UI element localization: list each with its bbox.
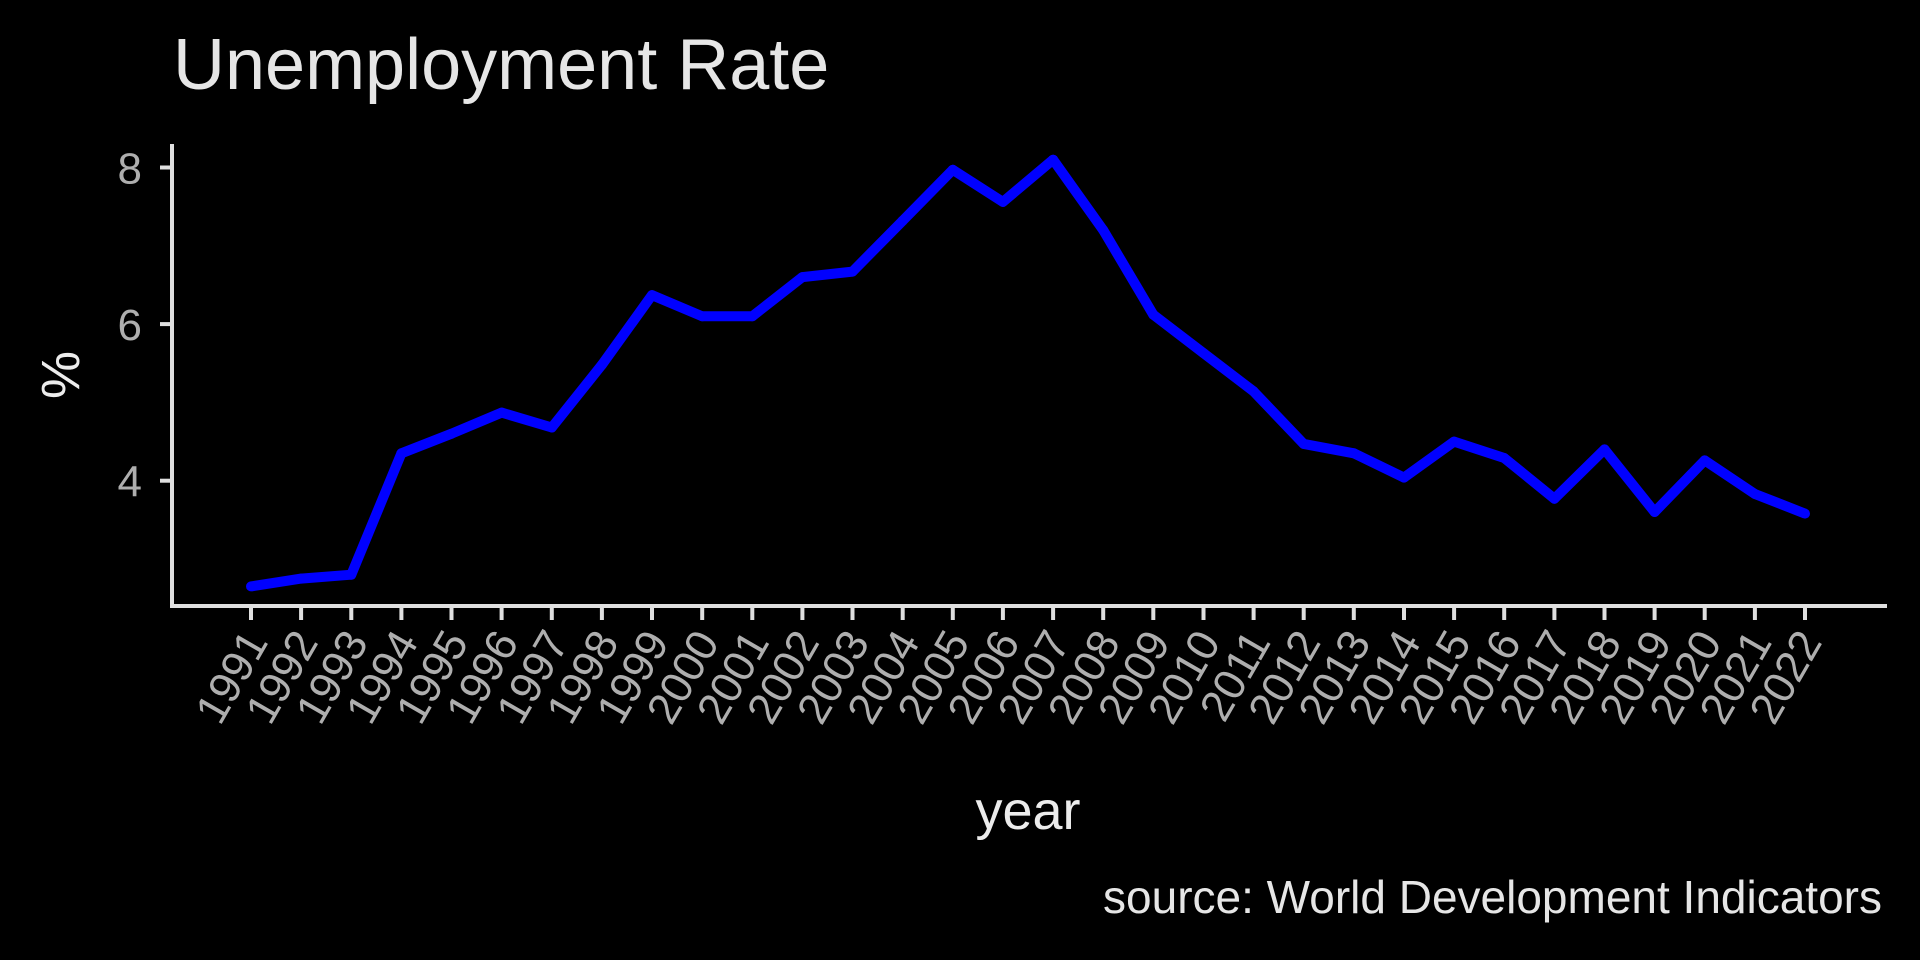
- plot-area: [246, 154, 1810, 592]
- data-point-2015: [1449, 436, 1460, 447]
- data-point-2006: [997, 196, 1008, 207]
- series-line: [250, 154, 1807, 592]
- y-axis-title: %: [31, 351, 91, 399]
- data-point-2017: [1549, 493, 1560, 504]
- data-point-2000: [697, 311, 708, 322]
- y-tick-label: 8: [118, 145, 142, 194]
- data-point-2002: [797, 272, 808, 283]
- data-point-1996: [496, 407, 507, 418]
- data-point-2010: [1198, 348, 1209, 359]
- data-point-1995: [446, 428, 457, 439]
- data-point-2011: [1248, 386, 1259, 397]
- data-point-1991: [246, 581, 256, 592]
- data-point-2013: [1348, 448, 1359, 459]
- y-tick-label: 6: [118, 301, 142, 350]
- data-point-2012: [1298, 438, 1309, 449]
- data-point-2003: [847, 266, 858, 277]
- x-axis-ticks: 1991199219931994199519961997199819992000…: [186, 606, 1832, 732]
- data-point-2021: [1749, 489, 1760, 499]
- data-point-2004: [897, 215, 908, 226]
- source-caption: source: World Development Indicators: [1103, 871, 1882, 923]
- y-tick-label: 4: [118, 458, 142, 507]
- data-point-2007: [1048, 154, 1059, 165]
- data-point-2009: [1148, 309, 1159, 320]
- x-axis-title: year: [975, 781, 1080, 841]
- data-point-1997: [546, 422, 557, 433]
- data-point-2008: [1098, 225, 1109, 236]
- data-point-2020: [1699, 455, 1710, 466]
- data-point-2019: [1649, 507, 1660, 517]
- data-point-2001: [747, 311, 758, 322]
- data-point-1993: [346, 569, 357, 580]
- data-point-1999: [647, 290, 657, 301]
- data-point-2005: [947, 164, 958, 175]
- y-axis-ticks: 4 6 8: [118, 145, 172, 507]
- data-point-2014: [1399, 472, 1409, 483]
- data-point-1992: [296, 573, 307, 584]
- chart-title: Unemployment Rate: [173, 25, 829, 105]
- data-point-2016: [1499, 453, 1510, 463]
- data-point-1994: [396, 448, 407, 459]
- data-point-2022: [1800, 508, 1810, 519]
- data-point-2018: [1599, 444, 1610, 455]
- data-point-1998: [596, 359, 607, 370]
